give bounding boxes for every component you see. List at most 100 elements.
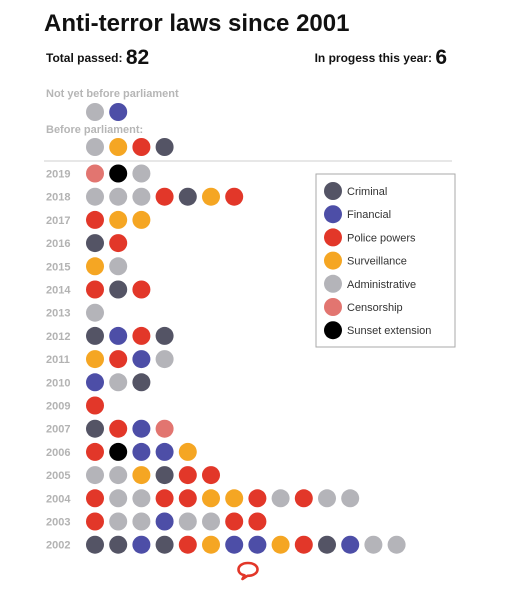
- legend-swatch-financial: [324, 205, 342, 224]
- year-label: 2016: [46, 238, 70, 250]
- dot-administrative: [155, 350, 174, 369]
- dot-censorship: [86, 164, 104, 183]
- legend-label-financial: Financial: [347, 209, 391, 221]
- dot-police: [178, 466, 197, 485]
- year-label: 2015: [46, 261, 70, 273]
- dot-surveillance: [132, 210, 151, 229]
- dot-police: [294, 489, 313, 508]
- dot-criminal: [86, 419, 104, 438]
- dot-police: [178, 535, 197, 554]
- dot-criminal: [86, 326, 104, 345]
- dot-administrative: [318, 489, 336, 508]
- dot-financial: [109, 326, 128, 345]
- dot-criminal: [109, 535, 128, 554]
- dot-criminal: [155, 535, 174, 554]
- dot-administrative: [109, 489, 128, 508]
- dot-police: [109, 234, 128, 253]
- year-label: 2003: [46, 517, 70, 529]
- legend-label-criminal: Criminal: [347, 186, 387, 198]
- dot-administrative: [109, 466, 128, 485]
- dot-criminal: [86, 234, 104, 253]
- dot-administrative: [86, 466, 104, 485]
- dot-surveillance: [86, 257, 104, 276]
- legend-swatch-censorship: [324, 298, 342, 316]
- dot-police: [294, 535, 313, 554]
- dot-police: [178, 489, 197, 508]
- dot-surveillance: [225, 489, 244, 508]
- dot-administrative: [109, 257, 128, 276]
- dot-police: [86, 442, 104, 461]
- dot-police: [86, 489, 104, 508]
- dot-police: [155, 489, 174, 508]
- year-label: 2013: [46, 308, 70, 320]
- dot-police: [86, 280, 104, 299]
- dot-criminal: [86, 535, 104, 554]
- year-label: 2010: [46, 377, 70, 389]
- dot-financial: [132, 419, 151, 438]
- dot-financial: [86, 373, 104, 392]
- year-label: 2018: [46, 192, 70, 204]
- dot-surveillance: [271, 535, 290, 554]
- dot-police: [202, 466, 220, 485]
- dot-administrative: [132, 164, 151, 183]
- dot-financial: [132, 350, 151, 369]
- year-label: 2007: [46, 424, 70, 436]
- dot-criminal: [155, 326, 174, 345]
- year-label: 2019: [46, 169, 70, 181]
- dot-administrative: [178, 512, 197, 531]
- dot-administrative: [132, 489, 151, 508]
- year-label: 2002: [46, 540, 70, 552]
- dot-criminal: [178, 187, 197, 206]
- dot-surveillance: [178, 442, 197, 461]
- legend-swatch-administrative: [324, 274, 342, 293]
- dot-financial: [341, 535, 360, 554]
- legend-label-police: Police powers: [347, 232, 416, 244]
- year-label: 2017: [46, 215, 70, 227]
- legend-swatch-surveillance: [324, 251, 342, 270]
- in-progress-stat: In progess this year: 6: [315, 46, 447, 70]
- dot-sunset: [109, 442, 128, 461]
- dot-police: [132, 326, 151, 345]
- dot-administrative: [109, 512, 128, 531]
- dot-financial: [248, 535, 267, 554]
- legend-swatch-criminal: [324, 182, 342, 200]
- dot-police: [86, 396, 104, 415]
- legend-label-surveillance: Surveillance: [347, 256, 407, 268]
- year-label: 2009: [46, 401, 70, 413]
- dot-police: [132, 138, 151, 156]
- dot-police: [155, 187, 174, 206]
- legend-swatch-sunset: [324, 321, 342, 340]
- dot-administrative: [109, 373, 128, 392]
- dot-administrative: [132, 187, 151, 206]
- pending-dots: [86, 103, 174, 156]
- dot-police: [86, 210, 104, 229]
- legend-label-administrative: Administrative: [347, 279, 416, 291]
- dot-financial: [132, 535, 151, 554]
- dot-surveillance: [202, 489, 220, 508]
- dot-criminal: [155, 466, 174, 485]
- legend-swatch-police: [324, 228, 342, 247]
- year-label: 2006: [46, 447, 70, 459]
- chart-title: Anti-terror laws since 2001: [44, 10, 350, 37]
- dot-surveillance: [202, 187, 220, 206]
- dot-police: [132, 280, 151, 299]
- speech-bubble-logo-icon: [237, 561, 259, 581]
- dot-administrative: [86, 138, 104, 156]
- before-parliament-label: Before parliament:: [46, 124, 144, 136]
- year-label: 2012: [46, 331, 70, 343]
- year-label: 2005: [46, 470, 70, 482]
- dot-police: [225, 187, 244, 206]
- in-progress-value: 6: [435, 46, 447, 69]
- dot-surveillance: [86, 350, 104, 369]
- total-passed-stat: Total passed: 82: [46, 46, 149, 70]
- dot-administrative: [86, 187, 104, 206]
- dot-surveillance: [132, 466, 151, 485]
- dot-surveillance: [109, 210, 128, 229]
- year-label: 2004: [46, 493, 71, 505]
- dot-police: [248, 512, 267, 531]
- dot-administrative: [341, 489, 360, 508]
- dot-criminal: [155, 138, 174, 156]
- dot-police: [248, 489, 267, 508]
- dot-financial: [155, 442, 174, 461]
- dot-administrative: [202, 512, 220, 531]
